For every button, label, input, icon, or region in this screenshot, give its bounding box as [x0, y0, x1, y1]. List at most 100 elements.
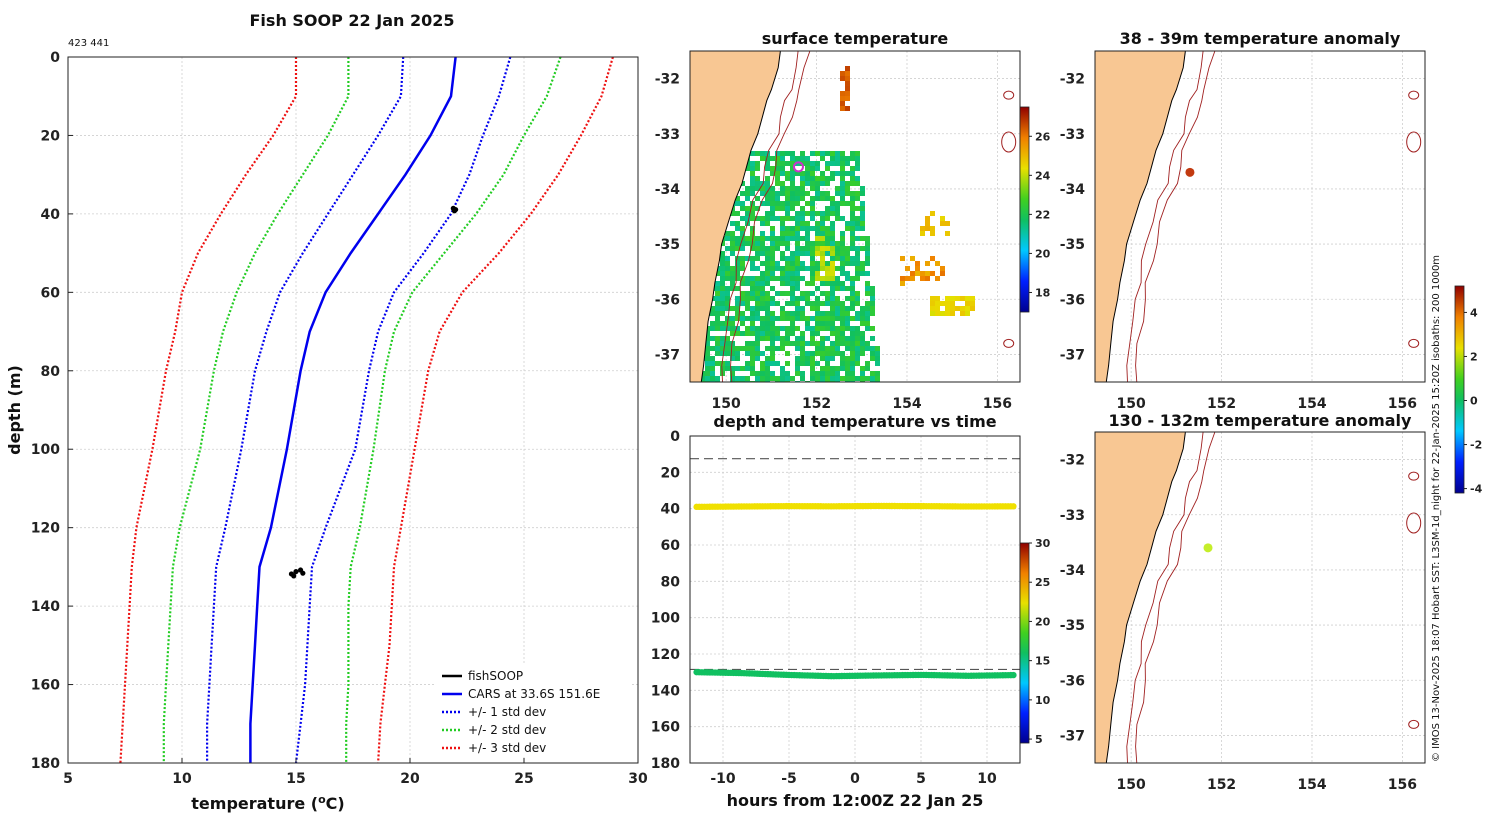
sst-pixel [750, 361, 755, 366]
sst-pixel [795, 271, 800, 276]
sst-pixel [850, 256, 855, 261]
sst-pixel [835, 256, 840, 261]
profile-ytick-label: 140 [31, 599, 60, 615]
sst-pixel [725, 346, 730, 351]
sst-pixel [770, 361, 775, 366]
sst-pixel [815, 326, 820, 331]
sst-pixel [850, 296, 855, 301]
sst-pixel [780, 326, 785, 331]
sst-pixel [755, 331, 760, 336]
dt-xtick-label: -5 [781, 771, 797, 787]
sst-pixel [795, 191, 800, 196]
sst-pixel [805, 326, 810, 331]
sst-pixel [815, 231, 820, 236]
profile-ytick-label: 40 [41, 207, 61, 223]
sst-pixel [810, 266, 815, 271]
sst-pixel [755, 376, 760, 381]
depth-time-title: depth and temperature vs time [713, 412, 996, 431]
sst-pixel [825, 261, 830, 266]
sst-pixel [850, 206, 855, 211]
sst-pixel [755, 286, 760, 291]
sst-pixel [750, 186, 755, 191]
sst-pixel [800, 296, 805, 301]
sst-pixel [785, 216, 790, 221]
sst-pixel [770, 166, 775, 171]
sst-pixel [785, 206, 790, 211]
sst-pixel [800, 336, 805, 341]
sst-pixel [745, 326, 750, 331]
sst-pixel [775, 196, 780, 201]
sst-pixel [785, 271, 790, 276]
sst-pixel [730, 366, 735, 371]
sst-pixel [845, 271, 850, 276]
sst-pixel [715, 281, 720, 286]
sst-pixel [740, 316, 745, 321]
sst-pixel [845, 246, 850, 251]
sst-pixel [850, 211, 855, 216]
sst-pixel [780, 226, 785, 231]
sst-pixel [845, 296, 850, 301]
sst-pixel [810, 361, 815, 366]
sst-pixel [760, 361, 765, 366]
sst-pixel [875, 371, 880, 376]
sst-pixel [795, 276, 800, 281]
sst-pixel [840, 231, 845, 236]
sst-pixel [905, 266, 910, 271]
dt-xtick-label: 0 [850, 771, 860, 787]
sst-pixel [820, 316, 825, 321]
sst-pixel [800, 331, 805, 336]
sst-pixel [840, 191, 845, 196]
sst-pixel [825, 366, 830, 371]
sst-pixel [760, 246, 765, 251]
sst-pixel [760, 316, 765, 321]
sst-pixel [845, 171, 850, 176]
sst-pixel [840, 366, 845, 371]
sst-pixel [755, 371, 760, 376]
sst-pixel [865, 326, 870, 331]
a38-lat-label: -33 [1060, 127, 1085, 143]
sst-pixel [775, 291, 780, 296]
sst-pixel [730, 376, 735, 381]
sst-pixel [775, 336, 780, 341]
sst-pixel [750, 316, 755, 321]
sst-lon-label: 154 [892, 396, 921, 412]
sst-pixel [755, 346, 760, 351]
sst-pixel [735, 316, 740, 321]
sst-pixel [835, 346, 840, 351]
a130-lat-label: -33 [1060, 508, 1085, 524]
sst-lon-label: 156 [983, 396, 1012, 412]
sst-pixel [930, 306, 935, 311]
sst-pixel [740, 241, 745, 246]
sst-pixel [775, 181, 780, 186]
sst-lat-label: -34 [655, 182, 681, 198]
sst-pixel [730, 266, 735, 271]
sst-pixel [795, 366, 800, 371]
profile-panel: 5 10 15 20 25 30 0 20 40 60 80 100 120 140 160 180 temp… [5, 50, 648, 813]
sst-pixel [755, 306, 760, 311]
sst-pixel [725, 266, 730, 271]
sst-colorbar-tick-label: 24 [1035, 169, 1051, 182]
sst-pixel [810, 161, 815, 166]
sst-pixel [840, 151, 845, 156]
sst-pixel [855, 191, 860, 196]
profile-ytick-label: 20 [41, 128, 61, 144]
sst-pixel [830, 311, 835, 316]
sst-pixel [805, 201, 810, 206]
sst-pixel [925, 271, 930, 276]
sst-pixel [860, 331, 865, 336]
sst-pixel [850, 261, 855, 266]
sst-pixel [870, 291, 875, 296]
sst-pixel [795, 311, 800, 316]
sst-pixel [960, 296, 965, 301]
sst-seamount [1003, 90, 1015, 100]
sst-pixel [745, 316, 750, 321]
sst-pixel [855, 256, 860, 261]
sst-pixel [750, 366, 755, 371]
sst-pixel [860, 206, 865, 211]
sst-pixel [720, 336, 725, 341]
sst-pixel [765, 191, 770, 196]
sst-pixel [760, 271, 765, 276]
sst-pixel [840, 236, 845, 241]
sst-pixel [785, 256, 790, 261]
sst-pixel [855, 271, 860, 276]
